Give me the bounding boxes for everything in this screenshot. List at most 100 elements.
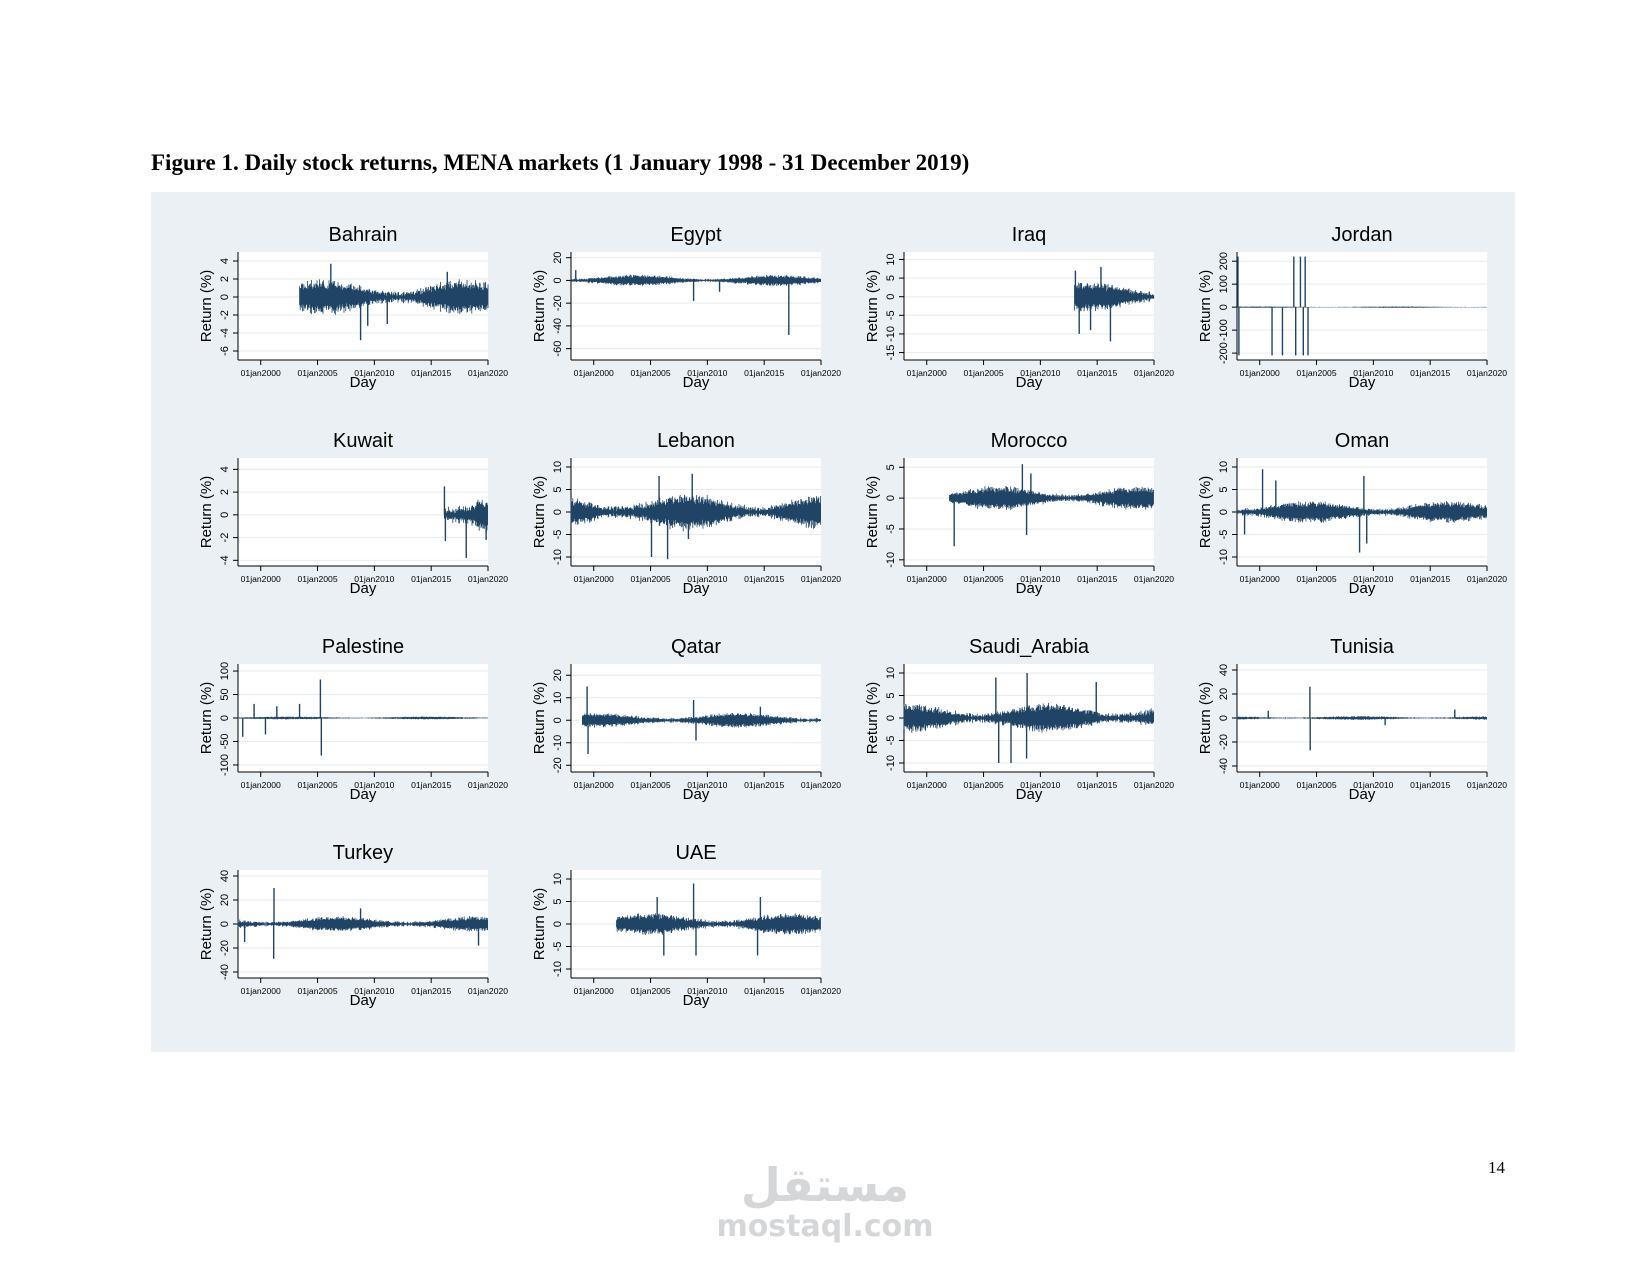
y-tick-label: -6 [219,346,231,356]
x-tick-label: 01jan2000 [574,574,614,584]
watermark-logo: مستقل mostaql.com [690,1160,960,1244]
chart-title: Turkey [333,842,393,864]
x-tick-label: 01jan2000 [574,780,614,790]
y-tick-label: 0 [885,495,897,501]
x-tick-label: 01jan2015 [411,986,451,996]
chart-morocco: 5 0 -5 -10 01jan2000 01jan2005 01jan2010 01jan2… [864,430,1174,597]
y-axis-label: Return (%) [198,270,215,343]
y-tick-label: -5 [885,310,897,320]
chart-title: Kuwait [333,430,393,452]
x-tick-label: 01jan2010 [354,368,394,378]
x-tick-label: 01jan2010 [1353,368,1393,378]
x-tick-label: 01jan2005 [1296,574,1336,584]
page-number: 14 [1488,1158,1505,1177]
y-tick-label: 100 [1218,275,1230,293]
y-axis-label: Return (%) [531,270,548,343]
x-tick-label: 01jan2000 [241,780,281,790]
x-axis-label: Day [350,786,377,803]
y-axis-label: Return (%) [1197,682,1214,755]
x-tick-label: 01jan2010 [354,986,394,996]
y-tick-label: -20 [219,940,231,956]
y-axis-label: Return (%) [198,888,215,961]
x-tick-label: 01jan2020 [1467,368,1507,378]
y-axis-label: Return (%) [864,270,881,343]
y-tick-label: -10 [552,961,564,977]
y-axis-label: Return (%) [1197,270,1214,343]
y-tick-label: 50 [219,688,231,700]
x-tick-label: 01jan2010 [1353,780,1393,790]
chart-egypt: 20 0 -20 -40 -60 01jan2000 01jan2005 01jan2010 0… [531,224,841,391]
figure-title: Figure 1. Daily stock returns, MENA mark… [151,150,970,175]
series-line [570,494,821,532]
y-tick-label: 10 [552,461,564,473]
y-tick-label: -5 [552,942,564,952]
plot-area [904,458,1154,566]
y-tick-label: 100 [219,662,231,680]
y-tick-label: 5 [552,898,564,904]
y-tick-label: 2 [219,489,231,495]
y-tick-label: -4 [219,328,231,338]
y-axis-label: Return (%) [531,476,548,549]
x-tick-label: 01jan2010 [1020,574,1060,584]
x-tick-label: 01jan2005 [297,574,337,584]
y-tick-label: 0 [552,277,564,283]
series-line [949,486,1154,511]
y-tick-label: -15 [885,345,897,361]
y-tick-label: 20 [552,252,564,264]
x-tick-label: 01jan2005 [630,986,670,996]
chart-tunisia: 40 20 0 -20 -40 01jan2000 01jan2005 01jan2010 01… [1197,636,1507,803]
x-tick-label: 01jan2020 [468,780,508,790]
series-line [570,274,821,287]
x-tick-label: 01jan2005 [963,574,1003,584]
watermark-latin: mostaql.com [716,1209,934,1244]
watermark-arabic: مستقل [740,1158,910,1212]
x-axis-label: Day [1349,374,1376,391]
y-tick-label: 0 [885,715,897,721]
y-tick-label: -60 [552,341,564,357]
y-tick-label: 20 [1218,688,1230,700]
chart-turkey: 40 20 0 -20 -40 01jan2000 01jan2005 01jan2010 01… [198,842,508,1009]
x-tick-label: 01jan2015 [411,574,451,584]
y-tick-label: -5 [885,524,897,534]
y-tick-label: -10 [885,326,897,342]
x-tick-label: 01jan2005 [963,780,1003,790]
y-tick-label: -10 [552,735,564,751]
y-tick-label: 5 [885,464,897,470]
x-tick-label: 01jan2005 [297,368,337,378]
y-tick-label: 5 [1218,486,1230,492]
x-tick-label: 01jan2000 [1240,780,1280,790]
x-tick-label: 01jan2020 [468,574,508,584]
y-tick-label: -10 [885,755,897,771]
y-tick-label: 0 [552,921,564,927]
chart-bahrain: 4 2 0 -2 -4 -6 01jan2000 01jan2005 01jan2010 01ja… [198,224,508,391]
x-tick-label: 01jan2005 [1296,780,1336,790]
chart-title: Lebanon [657,430,735,452]
x-tick-label: 01jan2005 [630,780,670,790]
y-tick-label: -10 [885,552,897,568]
x-tick-label: 01jan2000 [907,574,947,584]
y-axis-label: Return (%) [1197,476,1214,549]
x-tick-label: 01jan2000 [241,574,281,584]
y-tick-label: -40 [552,318,564,334]
x-axis-label: Day [350,580,377,597]
x-tick-label: 01jan2015 [1077,368,1117,378]
plot-area [238,458,488,566]
y-tick-label: 0 [552,509,564,515]
y-tick-label: 10 [885,667,897,679]
chart-oman: 10 5 0 -5 -10 01jan2000 01jan2005 01jan2010 01ja… [1197,430,1507,597]
y-tick-label: 40 [1218,664,1230,676]
y-tick-label: 0 [219,294,231,300]
x-axis-label: Day [350,374,377,391]
y-tick-label: -10 [1218,549,1230,565]
chart-title: Qatar [671,636,721,658]
x-axis-label: Day [1349,580,1376,597]
series-line [616,913,821,936]
chart-kuwait: 4 2 0 -2 -4 01jan2000 01jan2005 01jan2010 01jan2… [198,430,508,597]
x-tick-label: 01jan2000 [574,986,614,996]
x-tick-label: 01jan2015 [744,368,784,378]
y-tick-label: 10 [552,692,564,704]
chart-palestine: 100 50 0 -50 -100 01jan2000 01jan2005 01jan2010… [198,636,508,803]
x-axis-label: Day [1016,374,1043,391]
x-tick-label: 01jan2020 [801,368,841,378]
